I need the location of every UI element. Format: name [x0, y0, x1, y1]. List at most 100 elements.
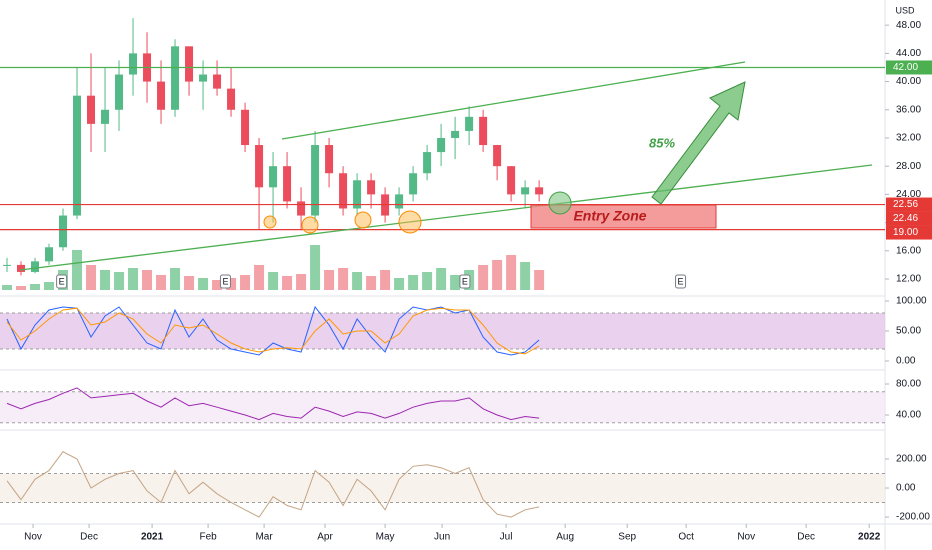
volume-bar	[324, 270, 335, 290]
earnings-box	[675, 274, 687, 289]
entry-zone-label: Entry Zone	[573, 208, 646, 224]
y-tick-label: 36.00	[896, 104, 921, 115]
candle-body	[3, 264, 12, 266]
volume-bar	[254, 265, 265, 290]
volume-bar	[156, 275, 167, 290]
x-tick-label: Aug	[556, 532, 574, 543]
candle-body	[87, 95, 96, 124]
volume-bar	[394, 278, 405, 290]
volume-bar	[240, 275, 251, 290]
x-tick-label: Jul	[500, 532, 513, 543]
volume-bar	[296, 274, 307, 290]
price-label-box	[886, 197, 932, 212]
earnings-box	[219, 274, 231, 289]
volume-bar	[226, 278, 237, 290]
candle-body	[479, 116, 488, 146]
y-tick-label: 32.00	[896, 133, 921, 144]
volume-bar	[72, 250, 83, 290]
candle-body	[521, 187, 530, 195]
x-tick-label: Apr	[317, 532, 333, 543]
candle-body	[129, 53, 138, 75]
trend-line	[19, 164, 873, 271]
x-tick-label: May	[376, 532, 395, 543]
y-tick-label: 80.00	[896, 379, 921, 390]
touch-circle	[354, 211, 372, 229]
trend-line	[281, 61, 746, 140]
earnings-label: E	[222, 276, 228, 286]
candle-body	[437, 137, 446, 153]
price-label: 42.00	[893, 62, 918, 73]
indicator-band	[0, 391, 885, 423]
y-tick-label: 40.00	[896, 410, 921, 421]
volume-bar	[198, 278, 209, 290]
volume-bar	[520, 262, 531, 290]
candle-body	[171, 46, 180, 110]
volume-bar	[338, 268, 349, 290]
candle-body	[31, 261, 40, 272]
drawings: Entry Zone 85%	[19, 61, 873, 271]
y-tick-label: 44.00	[896, 48, 921, 59]
candle-body	[395, 194, 404, 209]
touch-circle	[301, 216, 319, 234]
y-tick-label: 50.00	[896, 326, 921, 337]
indicator-line	[6, 307, 540, 355]
x-tick-label: Dec	[80, 532, 98, 543]
x-tick-label: Nov	[737, 532, 755, 543]
candle-body	[157, 81, 166, 110]
candle-body	[227, 88, 236, 110]
candle-body	[199, 74, 208, 82]
target-arrow	[651, 81, 746, 205]
volume-bar	[534, 270, 545, 290]
volume-bar	[16, 286, 27, 290]
candle-body	[255, 145, 264, 188]
probability-label: 85%	[649, 135, 675, 150]
y-tick-label: 0.00	[896, 356, 916, 367]
indicator-line	[6, 387, 540, 421]
x-tick-label: Dec	[797, 532, 815, 543]
volume-bar	[310, 245, 321, 290]
entry-circle	[548, 191, 572, 215]
y-tick-label: 24.00	[896, 189, 921, 200]
volume-bar	[282, 276, 293, 290]
earnings-label: E	[462, 276, 468, 286]
candle-body	[353, 180, 362, 209]
volume-bar	[352, 272, 363, 290]
currency: USD	[895, 5, 915, 15]
volume-bar	[212, 280, 223, 290]
y-tick-label: 28.00	[896, 161, 921, 172]
candle-body	[409, 173, 418, 195]
candle-body	[269, 166, 278, 188]
indicator-band	[0, 473, 885, 503]
price-label: 22.46	[893, 213, 918, 224]
y-tick-label: 48.00	[896, 20, 921, 31]
candle-body	[185, 46, 194, 82]
volume-bar	[100, 270, 111, 290]
candle-body	[535, 187, 544, 195]
volume-bar	[30, 284, 41, 290]
price-label-box	[886, 60, 932, 75]
candle-body	[115, 74, 124, 110]
volume-bar	[380, 270, 391, 290]
candle-body	[325, 145, 334, 174]
candle-body	[311, 145, 320, 216]
volume-bar	[506, 255, 517, 290]
candle-body	[507, 166, 516, 195]
volume-bar	[268, 272, 279, 290]
y-tick-label: 12.00	[896, 274, 921, 285]
candle-body	[451, 130, 460, 138]
touch-circle	[398, 210, 422, 234]
earnings-box	[459, 274, 471, 289]
x-tick-label: Oct	[678, 532, 694, 543]
y-tick-label: -200.00	[896, 512, 930, 523]
candle-body	[283, 166, 292, 202]
volume-bar	[450, 275, 461, 290]
candle-body	[17, 264, 26, 272]
x-tick-label: Sep	[618, 532, 636, 543]
candle-body	[367, 180, 376, 195]
earnings-box	[56, 274, 68, 289]
x-tick-label: Mar	[255, 532, 273, 543]
candle-body	[213, 74, 222, 89]
series-layer	[0, 18, 885, 518]
x-tick-label: 2021	[141, 532, 164, 543]
